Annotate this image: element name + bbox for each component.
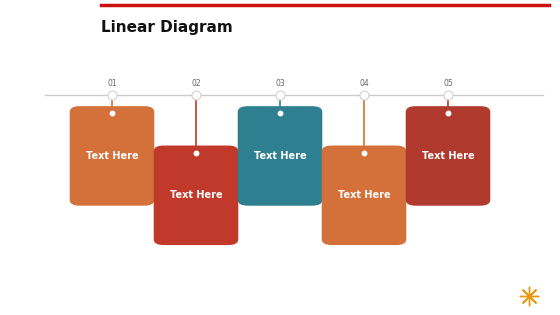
Text: 01: 01 [107,78,117,88]
Text: 02: 02 [191,78,201,88]
FancyBboxPatch shape [405,106,491,206]
Text: Text Here: Text Here [254,151,306,161]
Text: Linear Diagram: Linear Diagram [101,20,232,36]
Text: Text Here: Text Here [86,151,138,161]
Text: Text Here: Text Here [338,190,390,200]
FancyBboxPatch shape [70,106,154,206]
Text: Text Here: Text Here [170,190,222,200]
Text: 05: 05 [443,78,453,88]
Text: 03: 03 [275,78,285,88]
Text: Text Here: Text Here [422,151,474,161]
FancyBboxPatch shape [321,146,407,245]
Text: 04: 04 [359,78,369,88]
FancyBboxPatch shape [237,106,323,206]
FancyBboxPatch shape [153,146,239,245]
